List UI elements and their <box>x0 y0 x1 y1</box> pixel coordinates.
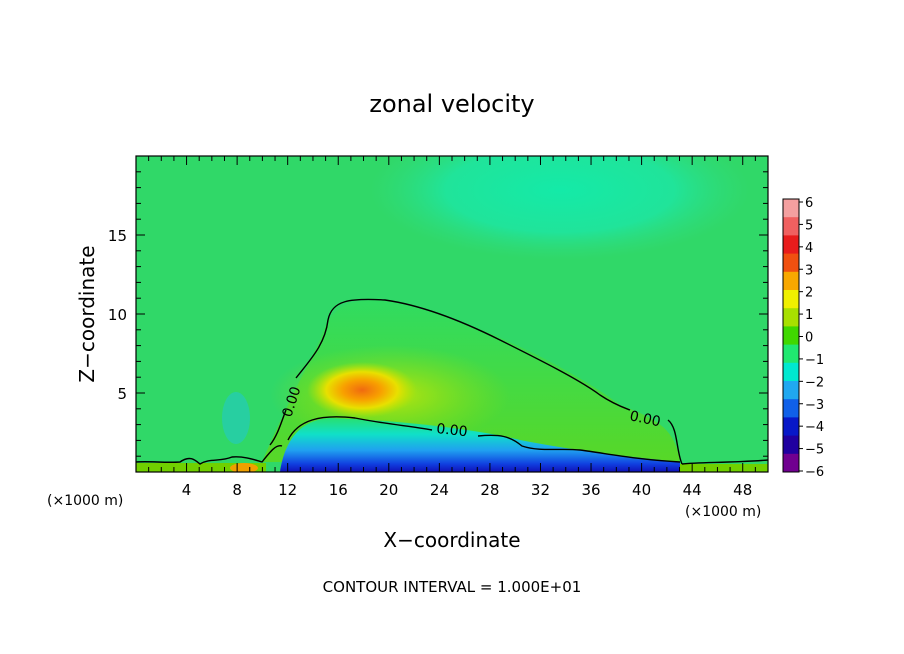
contour-interval-note: CONTOUR INTERVAL = 1.000E+01 <box>323 578 582 596</box>
contour-label: 0.00 <box>436 421 469 440</box>
surface-layer-left <box>136 463 266 472</box>
colorbar-swatch <box>783 326 799 346</box>
x-tick-label: 12 <box>278 481 297 499</box>
contour-middle <box>287 416 681 463</box>
y-axis-title: Z−coordinate <box>75 245 99 382</box>
colorbar-swatch <box>783 217 799 236</box>
x-axis-title: X−coordinate <box>383 528 520 552</box>
y-axis: 5 10 15 <box>108 171 768 457</box>
colorbar-swatch <box>783 199 799 218</box>
colorbar-tick-label: −6 <box>805 465 824 480</box>
colorbar-tick-label: −5 <box>805 443 824 458</box>
colorbar-swatch <box>783 435 799 455</box>
x-tick-label: 36 <box>581 481 600 499</box>
colorbar-swatch <box>783 381 799 400</box>
x-tick-label: 4 <box>182 481 192 499</box>
colorbar-tick-label: 0 <box>805 331 813 346</box>
colorbar-frame <box>782 198 800 473</box>
colorbar-tick-label: 5 <box>805 218 813 233</box>
colorbar-tick-label: 3 <box>805 263 813 278</box>
light-blue-blob <box>222 392 250 444</box>
x-tick-label: 28 <box>480 481 499 499</box>
x-tick-label: 32 <box>531 481 550 499</box>
contour-label: 0.00 <box>628 408 662 430</box>
y-tick-label: 10 <box>108 306 127 324</box>
x-tick-label: 48 <box>733 481 752 499</box>
colorbar-tick-label: −3 <box>805 398 824 413</box>
y-tick-label: 5 <box>117 385 127 403</box>
x-tick-label: 40 <box>632 481 651 499</box>
negative-underflow <box>280 418 680 472</box>
colorbar-swatch <box>783 362 799 382</box>
colorbar-swatch <box>783 271 799 291</box>
colorbar-swatch <box>783 235 799 255</box>
chart-title: zonal velocity <box>369 90 534 118</box>
velocity-field <box>136 156 768 472</box>
colorbar-tick-label: 2 <box>805 286 813 301</box>
x-tick-label: 44 <box>683 481 702 499</box>
colorbar-swatch <box>783 344 799 364</box>
x-axis: 4 8 12 16 20 24 28 32 36 40 44 48 <box>148 156 756 499</box>
colorbar-swatch <box>783 308 799 327</box>
colorbar-tick-label: −1 <box>805 353 824 368</box>
x-unit-left: (×1000 m) <box>47 493 123 509</box>
colorbar-swatch <box>783 453 799 473</box>
jet-core <box>307 362 417 418</box>
x-tick-label: 24 <box>430 481 449 499</box>
colorbar-tick-label: 6 <box>805 196 813 211</box>
colorbar-swatch <box>783 399 799 418</box>
x-tick-label: 20 <box>379 481 398 499</box>
upper-negative-region <box>370 156 750 260</box>
contour-lines <box>136 298 768 465</box>
contour-upper <box>269 298 683 465</box>
x-tick-label: 8 <box>232 481 242 499</box>
colorbar-tick-label: −4 <box>805 420 824 435</box>
colorbar-tick-label: 4 <box>805 241 813 256</box>
surface-layer-right <box>680 464 768 472</box>
colorbar-swatch <box>783 253 799 273</box>
colorbar-tick-label: 1 <box>805 308 813 323</box>
x-tick-label: 16 <box>329 481 348 499</box>
x-unit-right: (×1000 m) <box>685 504 761 520</box>
colorbar-swatch <box>783 417 799 437</box>
colorbar: 6 5 4 3 2 1 0 −1 −2 −3 −4 −5 −6 <box>782 196 824 480</box>
colorbar-tick-label: −2 <box>805 375 824 390</box>
colorbar-swatch <box>783 290 799 309</box>
y-tick-label: 15 <box>108 227 127 245</box>
contour-surface <box>136 445 768 465</box>
